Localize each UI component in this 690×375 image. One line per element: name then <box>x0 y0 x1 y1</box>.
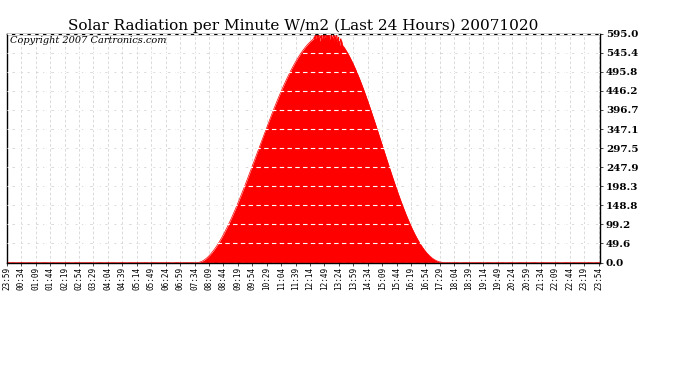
Text: Copyright 2007 Cartronics.com: Copyright 2007 Cartronics.com <box>10 36 166 45</box>
Text: Solar Radiation per Minute W/m2 (Last 24 Hours) 20071020: Solar Radiation per Minute W/m2 (Last 24… <box>68 19 539 33</box>
